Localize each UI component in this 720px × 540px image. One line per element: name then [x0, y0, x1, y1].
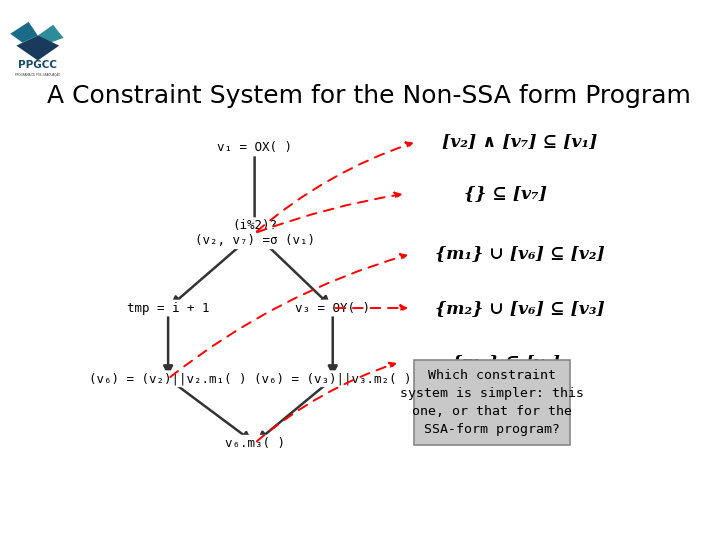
Text: A Constraint System for the Non-SSA form Program: A Constraint System for the Non-SSA form… [47, 84, 691, 107]
FancyArrowPatch shape [257, 143, 412, 232]
FancyBboxPatch shape [413, 360, 570, 445]
Text: Which constraint
system is simpler: this
one, or that for the
SSA-form program?: Which constraint system is simpler: this… [400, 369, 584, 436]
Text: {m₁} ∪ [v₆] ⊆ [v₂]: {m₁} ∪ [v₆] ⊆ [v₂] [435, 246, 605, 262]
Polygon shape [17, 36, 59, 60]
Text: PROGRAMA DE PÓS-GRADUAÇÃO: PROGRAMA DE PÓS-GRADUAÇÃO [15, 72, 60, 77]
FancyArrowPatch shape [171, 254, 406, 377]
Text: v₁ = OX( ): v₁ = OX( ) [217, 141, 292, 154]
Text: v₆.m₃( ): v₆.m₃( ) [225, 437, 284, 450]
FancyArrowPatch shape [336, 305, 406, 311]
Text: (v₆) = (v₃)||v₃.m₂( ): (v₆) = (v₃)||v₃.m₂( ) [254, 372, 412, 385]
Text: {} ⊆ [v₇]: {} ⊆ [v₇] [464, 185, 547, 202]
Text: {m₂} ∪ [v₆] ⊆ [v₃]: {m₂} ∪ [v₆] ⊆ [v₃] [435, 300, 605, 316]
Text: (v₆) = (v₂)||v₂.m₁( ): (v₆) = (v₂)||v₂.m₁( ) [89, 372, 247, 385]
Text: PPGCC: PPGCC [18, 60, 58, 70]
FancyArrowPatch shape [257, 363, 395, 441]
FancyArrowPatch shape [257, 193, 400, 232]
Text: tmp = i + 1: tmp = i + 1 [127, 301, 210, 314]
Text: [v₂] ∧ [v₇] ⊆ [v₁]: [v₂] ∧ [v₇] ⊆ [v₁] [442, 133, 598, 150]
Text: (i%2)?
(v₂, v₇) =σ (v₁): (i%2)? (v₂, v₇) =σ (v₁) [194, 219, 315, 247]
Polygon shape [10, 22, 38, 43]
Text: {m₃} ⊆ [v₆]: {m₃} ⊆ [v₆] [451, 354, 560, 370]
Polygon shape [38, 25, 63, 44]
Text: v₃ = OY( ): v₃ = OY( ) [295, 301, 370, 314]
